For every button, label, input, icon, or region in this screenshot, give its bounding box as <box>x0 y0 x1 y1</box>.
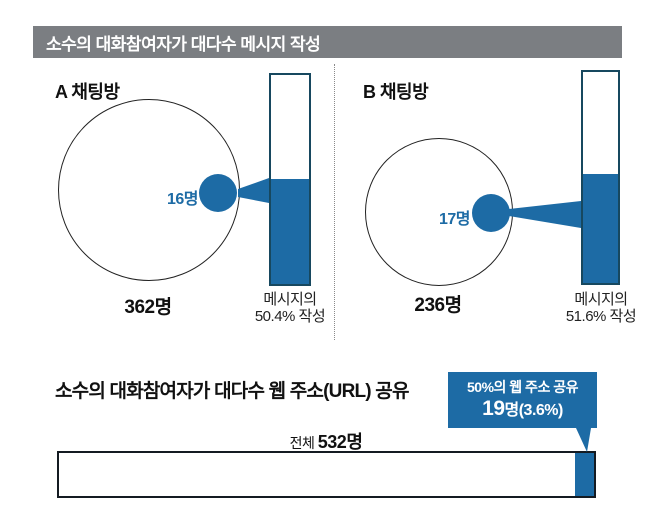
total-value: 532명 <box>317 432 363 452</box>
panel-a-bar-caption-line1: 메시지의 <box>263 291 317 308</box>
badge-line2: 19명(3.6%) <box>448 396 597 421</box>
url-share-callout-badge: 50%의 웹 주소 공유 19명(3.6%) <box>448 372 597 428</box>
panel-b-subset-label: 17명 <box>438 211 471 228</box>
url-subset-segment <box>574 453 594 496</box>
panel-a-bar-caption: 메시지의 50.4% 작성 <box>240 291 340 326</box>
panel-a-total-label: 362명 <box>124 297 172 318</box>
badge-line1: 50%의 웹 주소 공유 <box>467 379 578 395</box>
url-total-bar <box>57 451 596 498</box>
panel-divider-dotted-line <box>334 64 335 340</box>
panel-b-bar-caption-line2: 51.6% 작성 <box>565 308 637 326</box>
panel-a-subset-circle <box>199 174 237 212</box>
badge-count-suffix: 명(3.6%) <box>504 401 564 419</box>
badge-count: 19 <box>482 396 505 420</box>
panel-a-message-bar-fill <box>271 178 309 284</box>
total-prefix: 전체 <box>289 435 318 451</box>
panel-b-bar-caption: 메시지의 51.6% 작성 <box>551 291 651 326</box>
panel-b-wedge-connector <box>509 201 581 228</box>
panel-a-bar-caption-line2: 50.4% 작성 <box>254 308 326 326</box>
panel-a-message-bar <box>269 73 311 286</box>
panel-b-total-label: 236명 <box>414 295 462 316</box>
url-bar-total-caption: 전체 532명 <box>226 428 426 454</box>
panel-b-title: B 채팅방 <box>363 82 429 102</box>
panel-b-subset-circle <box>472 194 510 232</box>
panel-a-wedge-connector <box>238 178 269 203</box>
header-bar: 소수의 대화참여자가 대다수 메시지 작성 <box>33 26 622 58</box>
header-title: 소수의 대화참여자가 대다수 메시지 작성 <box>46 34 321 54</box>
panel-b-message-bar <box>581 70 620 285</box>
panel-a-subset-label: 16명 <box>166 191 199 208</box>
panel-a-title: A 채팅방 <box>55 82 120 102</box>
panel-b-message-bar-fill <box>583 174 618 283</box>
url-section-title: 소수의 대화참여자가 대다수 웹 주소(URL) 공유 <box>55 381 409 402</box>
panel-b-bar-caption-line1: 메시지의 <box>574 291 628 308</box>
badge-tail-pointer <box>576 428 591 452</box>
